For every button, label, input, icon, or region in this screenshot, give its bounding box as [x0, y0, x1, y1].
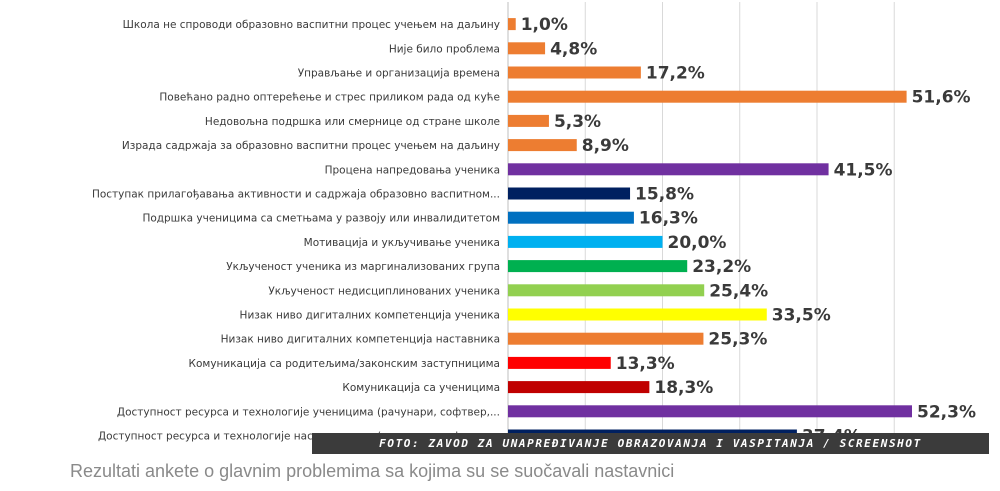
data-label: 5,3% — [554, 112, 601, 132]
category-label: Доступност ресурса и технологије ученици… — [117, 406, 500, 418]
chart-svg: Школа не спроводи образовно васпитни про… — [92, 2, 976, 448]
bar — [508, 66, 641, 79]
data-label: 1,0% — [521, 15, 568, 35]
category-label: Низак ниво дигиталних компетенција учени… — [240, 310, 500, 322]
data-label: 25,4% — [709, 281, 768, 301]
bar — [508, 405, 912, 418]
bar-chart: Школа не спроводи образовно васпитни про… — [92, 2, 976, 448]
data-label: 8,9% — [582, 136, 629, 156]
data-label: 51,6% — [912, 88, 971, 108]
bar — [508, 235, 663, 248]
data-label: 25,3% — [708, 330, 767, 350]
category-label: Школа не спроводи образовно васпитни про… — [123, 19, 500, 31]
category-label: Комуникација са ученицима — [342, 382, 500, 394]
data-label: 18,3% — [654, 378, 713, 398]
category-label: Управљање и организација времена — [298, 68, 500, 80]
bar — [508, 163, 829, 176]
bar — [508, 260, 688, 273]
bar — [508, 139, 577, 152]
category-label: Није било проблема — [389, 43, 500, 55]
category-label: Поступак прилагођавања активности и садр… — [92, 189, 500, 201]
data-label: 13,3% — [616, 354, 675, 374]
category-label: Процена напредовања ученика — [325, 164, 500, 176]
labels: Школа не спроводи образовно васпитни про… — [92, 15, 976, 446]
category-label: Недовољна подршка или смернице од стране… — [205, 116, 500, 128]
bar — [508, 90, 907, 103]
photo-credit: FOTO: ZAVOD ZA UNAPREĐIVANJE OBRAZOVANJA… — [312, 433, 989, 454]
data-label: 15,8% — [635, 185, 694, 205]
category-label: Укљученост ученика из маргинализованих г… — [226, 261, 500, 273]
bars — [508, 18, 912, 442]
category-label: Комуникација са родитељима/законским зас… — [189, 358, 500, 370]
bar — [508, 332, 704, 345]
bar — [508, 308, 767, 321]
category-label: Подршка ученицима са сметњама у развоју … — [142, 213, 500, 225]
bar — [508, 356, 611, 369]
bar — [508, 187, 631, 200]
category-label: Повећано радно оптерећење и стрес прилик… — [159, 92, 500, 104]
data-label: 20,0% — [667, 233, 726, 253]
category-label: Низак ниво дигиталних компетенција наста… — [221, 334, 500, 346]
bar — [508, 211, 634, 224]
data-label: 16,3% — [639, 209, 698, 229]
grid-lines — [584, 2, 895, 448]
data-label: 17,2% — [646, 64, 705, 84]
data-label: 41,5% — [834, 160, 893, 180]
figure-caption: Rezultati ankete o glavnim problemima sa… — [70, 461, 675, 481]
bar — [508, 18, 516, 31]
bar — [508, 381, 650, 394]
bar — [508, 42, 546, 55]
data-label: 52,3% — [917, 402, 976, 422]
bar — [508, 114, 549, 127]
category-label: Мотивација и укључивање ученика — [304, 237, 500, 249]
data-label: 23,2% — [692, 257, 751, 277]
category-label: Укљученост недисциплинованих ученика — [268, 285, 500, 297]
category-label: Израда садржаја за образовно васпитни пр… — [122, 140, 500, 152]
data-label: 4,8% — [550, 39, 597, 59]
data-label: 33,5% — [772, 306, 831, 326]
bar — [508, 284, 705, 297]
